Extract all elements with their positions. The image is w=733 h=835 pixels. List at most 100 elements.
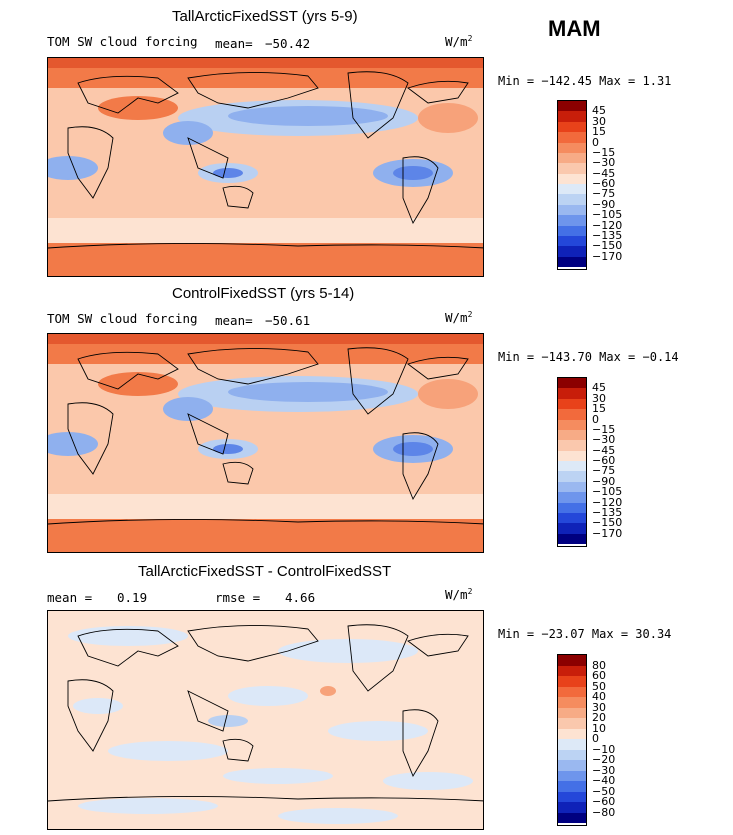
colorbar-tick-label: −170: [592, 526, 623, 540]
colorbar-tick-label: −75: [592, 187, 616, 201]
colorbar-swatch: [558, 492, 586, 503]
colorbar-tick-label: 30: [592, 700, 606, 714]
colorbar-swatch: [558, 686, 586, 697]
colorbar-swatch: [558, 655, 586, 666]
colorbar: [557, 100, 587, 270]
colorbar-tick-label: 10: [592, 721, 606, 735]
panel-title: ControlFixedSST (yrs 5-14): [172, 285, 355, 302]
colorbar-swatch: [558, 440, 586, 451]
mean-label: mean =: [47, 590, 93, 605]
colorbar-swatch: [558, 707, 586, 718]
colorbar-swatch: [558, 194, 586, 205]
colorbar-tick-label: −20: [592, 753, 616, 766]
variable-label: TOM SW cloud forcing: [47, 311, 198, 326]
map-panel-3: [47, 610, 484, 830]
colorbar-tick-label: −120: [592, 218, 623, 232]
variable-label: TOM SW cloud forcing: [47, 34, 198, 49]
panel-title: TallArcticFixedSST (yrs 5-9): [172, 8, 358, 25]
colorbar-tick-label: −75: [592, 464, 616, 478]
colorbar-swatch: [558, 676, 586, 687]
colorbar-swatch: [558, 173, 586, 184]
colorbar-swatch: [558, 246, 586, 257]
colorbar-tick-label: −10: [592, 742, 616, 756]
colorbar-swatch: [558, 419, 586, 430]
units-label: W/m2: [445, 310, 472, 325]
colorbar-swatch: [558, 533, 586, 544]
colorbar-swatch: [558, 225, 586, 236]
minmax-label: Min = −142.45 Max = 1.31: [498, 74, 672, 88]
colorbar-swatch: [558, 760, 586, 771]
colorbar-tick-label: −15: [592, 145, 616, 159]
colorbar-swatch: [558, 450, 586, 461]
mean-value: 0.19: [117, 590, 148, 605]
colorbar-swatch: [558, 388, 586, 399]
colorbar-swatch: [558, 812, 586, 823]
colorbar-tick-label: −105: [592, 485, 623, 499]
colorbar-tick-label: 0: [592, 732, 599, 745]
colorbar-tick-label: 45: [592, 104, 606, 118]
colorbar-swatch: [558, 111, 586, 122]
colorbar-swatch: [558, 502, 586, 513]
colorbar-tick-label: −150: [592, 239, 623, 253]
colorbar-tick-label: 30: [592, 114, 606, 128]
minmax-label: Min = −143.70 Max = −0.14: [498, 350, 679, 364]
units-text: W/m: [445, 587, 468, 603]
colorbar-swatch: [558, 718, 586, 729]
colorbar-tick-label: 45: [592, 381, 606, 395]
colorbar-swatch: [558, 512, 586, 524]
colorbar-tick-label: 20: [592, 711, 606, 724]
mean-label: mean=: [215, 313, 253, 328]
colorbar-tick-label: −15: [592, 422, 616, 436]
colorbar-tick-label: −135: [592, 505, 623, 519]
season-label: MAM: [548, 16, 601, 41]
units-label: W/m2: [445, 587, 472, 602]
colorbar-tick-label: −60: [592, 454, 616, 467]
colorbar-swatch: [558, 398, 586, 410]
units-label: W/m2: [445, 34, 472, 49]
colorbar: [557, 654, 587, 826]
colorbar-tick-label: 0: [592, 412, 599, 426]
colorbar-swatch: [558, 152, 586, 164]
colorbar-swatch: [558, 235, 586, 247]
colorbar-tick-label: −90: [592, 474, 616, 488]
colorbar-swatch: [558, 802, 586, 813]
colorbar-tick-label: −60: [592, 177, 616, 190]
colorbar-tick-label: −120: [592, 495, 623, 509]
colorbar-tick-label: −60: [592, 795, 616, 808]
colorbar-swatch: [558, 791, 586, 802]
map-panel-2: [47, 333, 484, 553]
colorbar-tick-label: −105: [592, 208, 623, 222]
colorbar-swatch: [558, 409, 586, 420]
panel-title: TallArcticFixedSST - ControlFixedSST: [138, 563, 392, 580]
colorbar-swatch: [558, 523, 586, 534]
colorbar-tick-label: 15: [592, 402, 606, 416]
colorbar-tick-label: −80: [592, 805, 616, 819]
units-exponent: 2: [467, 587, 473, 596]
colorbar-tick-label: 50: [592, 679, 606, 693]
units-text: W/m: [445, 310, 468, 326]
colorbar-tick-label: −135: [592, 228, 623, 242]
colorbar-swatch: [558, 142, 586, 153]
colorbar-tick-label: 60: [592, 669, 606, 682]
colorbar-tick-label: −45: [592, 166, 616, 180]
colorbar-tick-label: −50: [592, 784, 616, 798]
colorbar-swatch: [558, 471, 586, 482]
colorbar-swatch: [558, 132, 586, 143]
colorbar-tick-label: 80: [592, 658, 606, 672]
colorbar-tick-label: 40: [592, 690, 606, 703]
colorbar-swatch: [558, 728, 586, 739]
colorbar-tick-label: −150: [592, 516, 623, 530]
mean-value: −50.42: [265, 36, 311, 51]
colorbar-tick-label: 30: [592, 391, 606, 405]
rmse-label: rmse =: [215, 590, 261, 605]
units-text: W/m: [445, 34, 468, 50]
units-exponent: 2: [467, 34, 473, 43]
colorbar-swatch: [558, 749, 586, 760]
colorbar-swatch: [558, 697, 586, 708]
colorbar-swatch: [558, 256, 586, 267]
colorbar-swatch: [558, 184, 586, 195]
colorbar-swatch: [558, 739, 586, 750]
map-svg: [48, 611, 483, 829]
colorbar-tick-label: −30: [592, 433, 616, 447]
colorbar-swatch: [558, 121, 586, 133]
